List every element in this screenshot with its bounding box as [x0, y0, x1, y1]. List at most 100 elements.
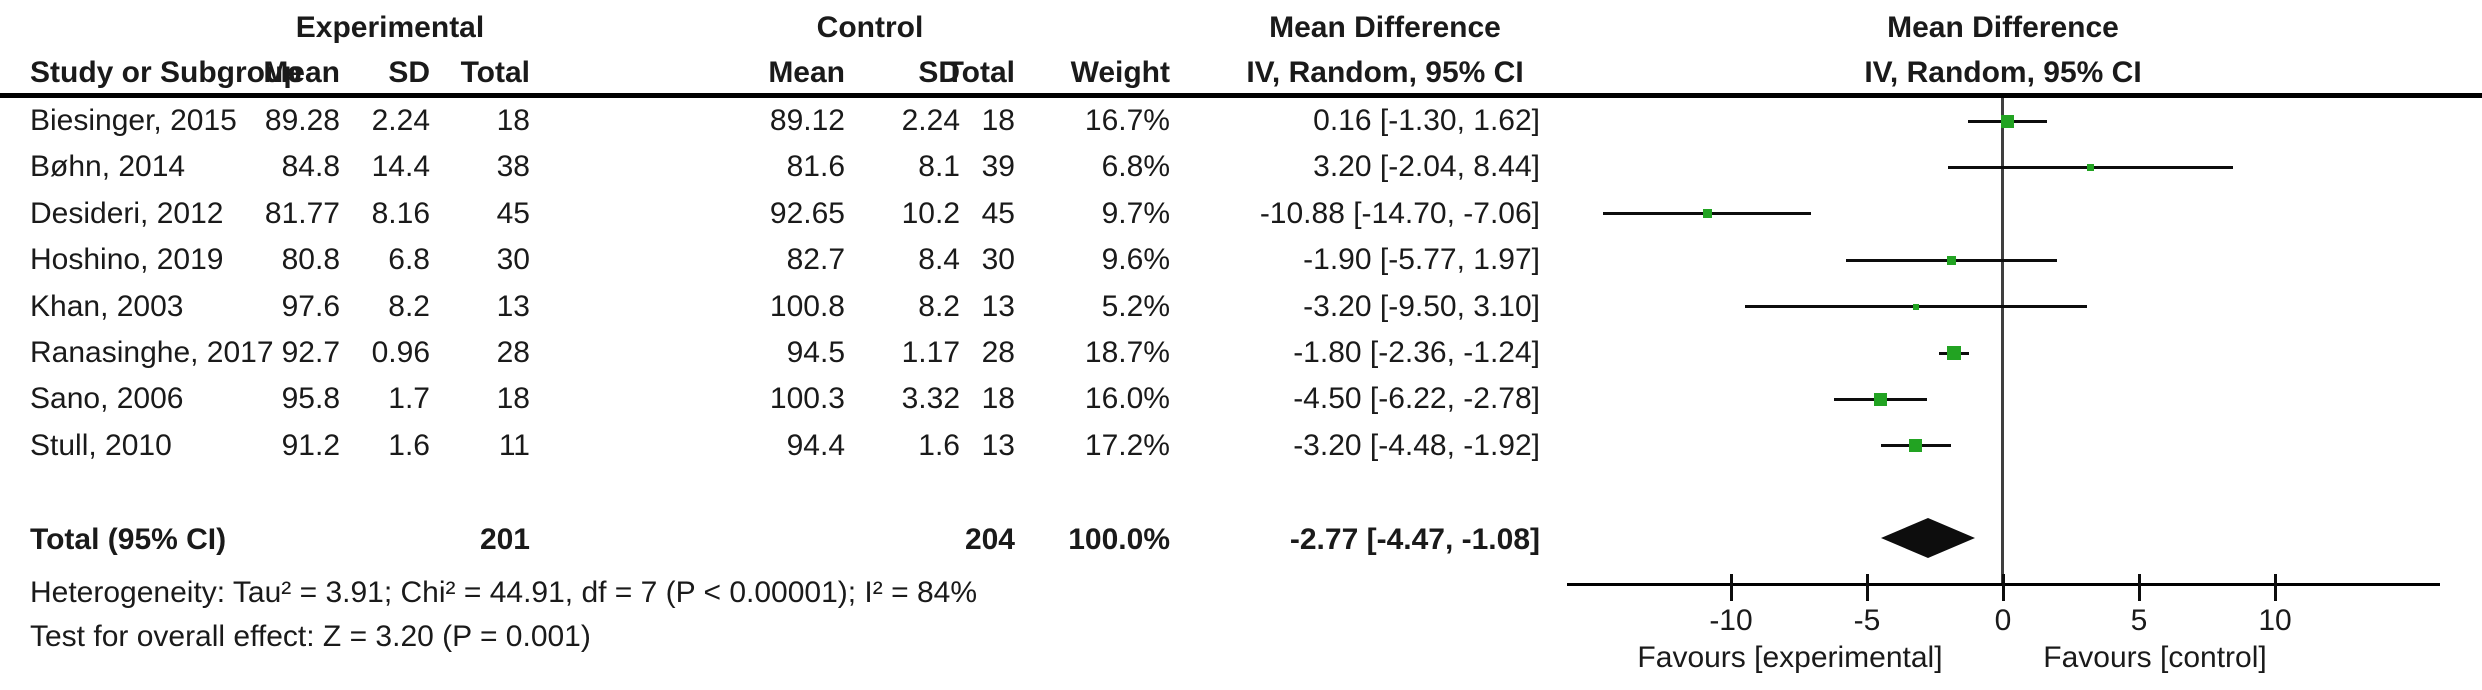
- x-axis-tick: [2137, 574, 2141, 601]
- cell-sd-e: 1.6: [388, 428, 430, 462]
- cell-sd-e: 1.7: [388, 382, 430, 416]
- total-control-n: 204: [964, 523, 1015, 556]
- cell-weight: 6.8%: [1101, 150, 1170, 184]
- column-header-sd-experimental: SD: [388, 56, 430, 89]
- cell-mean-e: 84.8: [281, 150, 340, 184]
- cell-mean-e: 81.77: [264, 196, 340, 230]
- point-estimate-marker: [2086, 163, 2094, 171]
- cell-total-e: 13: [496, 289, 530, 323]
- column-header-study: Study or Subgroup: [30, 56, 302, 89]
- x-axis-tick: [2273, 574, 2277, 601]
- study-label: Sano, 2006: [30, 382, 184, 416]
- heterogeneity-stats: Heterogeneity: Tau² = 3.91; Chi² = 44.91…: [30, 576, 977, 609]
- cell-sd-e: 8.16: [371, 196, 430, 230]
- cell-mean-e: 89.28: [264, 104, 340, 137]
- column-header-mean-difference-plot: Mean Difference: [1887, 11, 2119, 44]
- cell-mean-c: 100.3: [769, 382, 845, 416]
- cell-ci-text: -10.88 [-14.70, -7.06]: [1259, 196, 1540, 230]
- cell-mean-e: 92.7: [281, 336, 340, 369]
- cell-weight: 18.7%: [1084, 336, 1170, 369]
- study-label: Stull, 2010: [30, 428, 172, 462]
- favours-control-label: Favours [control]: [2043, 641, 2267, 674]
- column-header-mean-difference-table: Mean Difference: [1269, 11, 1501, 44]
- column-header-total-control: Total: [945, 56, 1015, 89]
- study-label: Ranasinghe, 2017: [30, 336, 274, 369]
- point-estimate-marker: [1874, 392, 1888, 406]
- x-axis-tick-label: -5: [1853, 604, 1881, 637]
- cell-mean-c: 100.8: [769, 289, 845, 323]
- study-label: Desideri, 2012: [30, 196, 224, 230]
- cell-weight: 17.2%: [1084, 428, 1170, 462]
- cell-total-c: 30: [981, 243, 1015, 277]
- cell-sd-e: 6.8: [388, 243, 430, 277]
- cell-total-c: 39: [981, 150, 1015, 184]
- point-estimate-marker: [1909, 439, 1923, 453]
- favours-experimental-label: Favours [experimental]: [1637, 641, 1943, 674]
- total-ci-text: -2.77 [-4.47, -1.08]: [1289, 523, 1540, 556]
- study-label: Khan, 2003: [30, 289, 184, 323]
- cell-total-e: 18: [496, 382, 530, 416]
- cell-ci-text: -4.50 [-6.22, -2.78]: [1293, 382, 1540, 416]
- x-axis-tick-label: 0: [1994, 604, 2012, 637]
- cell-sd-e: 0.96: [371, 336, 430, 369]
- point-estimate-marker: [1702, 209, 1712, 219]
- x-axis-tick-label: 10: [2258, 604, 2292, 637]
- cell-sd-e: 8.2: [388, 289, 430, 323]
- cell-total-c: 45: [981, 196, 1015, 230]
- cell-mean-e: 97.6: [281, 289, 340, 323]
- cell-mean-c: 81.6: [786, 150, 845, 184]
- point-estimate-marker: [1946, 255, 1956, 265]
- x-axis-tick: [1865, 574, 1869, 601]
- cell-sd-c: 8.2: [918, 289, 960, 323]
- overall-effect-stats: Test for overall effect: Z = 3.20 (P = 0…: [30, 620, 591, 653]
- cell-total-c: 13: [981, 289, 1015, 323]
- column-header-sd-control: SD: [918, 56, 960, 89]
- cell-ci-text: -3.20 [-9.50, 3.10]: [1303, 289, 1540, 323]
- cell-total-e: 18: [496, 104, 530, 137]
- cell-total-c: 13: [981, 428, 1015, 462]
- group-header-control: Control: [816, 11, 924, 44]
- pooled-effect-diamond: [1881, 518, 1975, 558]
- column-header-total-experimental: Total: [460, 56, 530, 89]
- cell-mean-c: 94.4: [786, 428, 845, 462]
- cell-sd-c: 2.24: [901, 104, 960, 137]
- cell-total-e: 11: [498, 428, 530, 462]
- cell-mean-e: 80.8: [281, 243, 340, 277]
- cell-total-e: 30: [496, 243, 530, 277]
- study-label: Hoshino, 2019: [30, 243, 224, 277]
- cell-total-c: 18: [981, 104, 1015, 137]
- cell-ci-text: 3.20 [-2.04, 8.44]: [1313, 150, 1540, 184]
- x-axis-tick: [2001, 574, 2005, 601]
- cell-ci-text: -1.90 [-5.77, 1.97]: [1303, 243, 1540, 277]
- cell-total-e: 38: [496, 150, 530, 184]
- cell-weight: 5.2%: [1101, 289, 1170, 323]
- cell-ci-text: -3.20 [-4.48, -1.92]: [1293, 428, 1540, 462]
- column-header-method-table: IV, Random, 95% CI: [1246, 56, 1524, 89]
- zero-reference-line: [2001, 98, 2004, 584]
- cell-mean-c: 94.5: [786, 336, 845, 369]
- cell-weight: 16.7%: [1084, 104, 1170, 137]
- group-header-experimental: Experimental: [295, 11, 485, 44]
- cell-mean-e: 95.8: [281, 382, 340, 416]
- cell-sd-c: 1.17: [901, 336, 960, 369]
- point-estimate-marker: [1912, 303, 1919, 310]
- cell-mean-c: 82.7: [786, 243, 845, 277]
- total-row-label: Total (95% CI): [30, 523, 227, 556]
- header-divider-rule: [0, 93, 2482, 98]
- x-axis-tick-label: -10: [1709, 604, 1753, 637]
- study-label: Bøhn, 2014: [30, 150, 186, 184]
- column-header-mean-control: Mean: [768, 56, 845, 89]
- column-header-mean-experimental: Mean: [263, 56, 340, 89]
- cell-total-e: 45: [496, 196, 530, 230]
- cell-ci-text: 0.16 [-1.30, 1.62]: [1313, 104, 1540, 137]
- cell-sd-c: 8.4: [918, 243, 960, 277]
- cell-sd-c: 3.32: [901, 382, 960, 416]
- x-axis-tick-label: 5: [2130, 604, 2148, 637]
- x-axis-tick: [1729, 574, 1733, 601]
- total-experimental-n: 201: [479, 523, 530, 556]
- cell-weight: 16.0%: [1084, 382, 1170, 416]
- cell-weight: 9.7%: [1101, 196, 1170, 230]
- cell-ci-text: -1.80 [-2.36, -1.24]: [1293, 336, 1540, 369]
- cell-total-e: 28: [496, 336, 530, 369]
- cell-mean-c: 89.12: [769, 104, 845, 137]
